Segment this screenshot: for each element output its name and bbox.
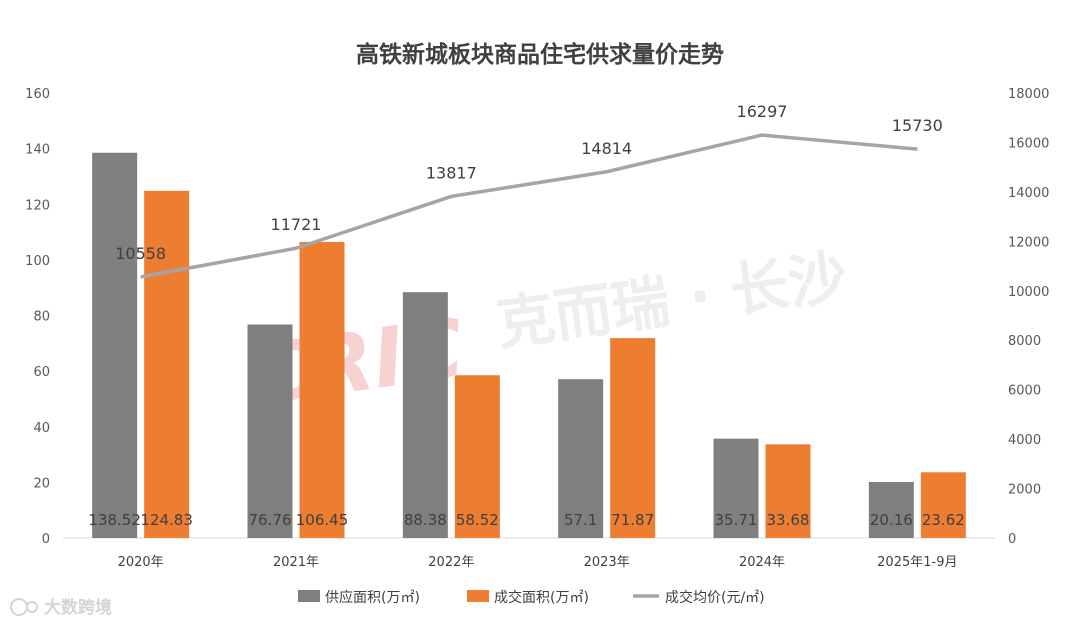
- bar-series: [92, 152, 966, 538]
- chart-title: 高铁新城板块商品住宅供求量价走势: [356, 41, 724, 68]
- legend-label: 成交均价(元/㎡): [665, 589, 765, 606]
- y-axis-left: 0 20 40 60 80 100 120 140 160: [25, 87, 50, 547]
- watermark-text: 克而瑞 · 长沙: [492, 242, 850, 358]
- price-line-label: 16297: [737, 102, 788, 121]
- y-left-tick-label: 120: [25, 198, 50, 213]
- price-line-label: 13817: [426, 163, 477, 182]
- x-tick-label: 2023年: [584, 555, 630, 570]
- y-right-tick-label: 10000: [1008, 285, 1049, 300]
- y-right-tick-label: 8000: [1008, 334, 1041, 349]
- x-tick-label: 2020年: [118, 555, 164, 570]
- supply-bar: [868, 481, 914, 538]
- price-line-label: 15730: [892, 116, 943, 135]
- x-tick-label: 2022年: [428, 555, 474, 570]
- y-left-tick-label: 40: [33, 421, 50, 436]
- y-left-tick-label: 80: [33, 310, 50, 325]
- y-left-tick-label: 140: [25, 143, 50, 158]
- y-left-tick-label: 60: [33, 365, 50, 380]
- price-line-label: 11721: [271, 215, 322, 234]
- bar-data-labels: 138.52 76.76 88.38 57.1 35.71 20.16 124.83 106.…: [88, 511, 964, 529]
- deal-bar: [144, 190, 190, 538]
- deal-bar-label: 124.83: [140, 511, 193, 529]
- supply-bar-label: 76.76: [249, 511, 292, 529]
- deal-bar: [920, 472, 966, 538]
- y-left-tick-label: 160: [25, 87, 50, 102]
- y-right-tick-label: 14000: [1008, 186, 1049, 201]
- x-tick-label: 2024年: [739, 555, 785, 570]
- deal-bar-label: 33.68: [767, 511, 810, 529]
- brand-icon-dot: [26, 601, 38, 613]
- x-tick-label: 2021年: [273, 555, 319, 570]
- supply-bar-label: 57.1: [564, 511, 597, 529]
- price-line-series: 10558 11721 13817 14814 16297 15730: [115, 102, 943, 279]
- deal-bar-label: 106.45: [296, 511, 349, 529]
- supply-bar-label: 138.52: [88, 511, 141, 529]
- supply-bar: [713, 438, 759, 538]
- price-line: [140, 133, 918, 279]
- x-axis-ticks: 2020年 2021年 2022年 2023年 2024年 2025年1-9月: [118, 555, 958, 570]
- y-right-tick-label: 18000: [1008, 87, 1049, 102]
- x-tick-label: 2025年1-9月: [877, 555, 957, 570]
- y-right-tick-label: 0: [1008, 532, 1016, 547]
- deal-bar: [299, 241, 345, 538]
- deal-bar-label: 71.87: [611, 511, 654, 529]
- y-right-tick-label: 2000: [1008, 483, 1041, 498]
- y-right-tick-label: 12000: [1008, 235, 1049, 250]
- price-line-label: 14814: [581, 139, 632, 158]
- supply-bar: [247, 324, 293, 538]
- deal-bar: [454, 375, 500, 538]
- price-line-label: 10558: [115, 244, 166, 263]
- brand-text: 大数跨境: [44, 597, 112, 618]
- supply-bar-label: 35.71: [715, 511, 758, 529]
- y-left-tick-label: 20: [33, 476, 50, 491]
- legend: 供应面积(万㎡) 成交面积(万㎡) 成交均价(元/㎡): [298, 589, 765, 606]
- y-left-tick-label: 0: [42, 532, 50, 547]
- deal-bar-label: 58.52: [456, 511, 499, 529]
- deal-bar: [610, 338, 656, 538]
- legend-label: 供应面积(万㎡): [325, 589, 420, 606]
- supply-bar-label: 88.38: [404, 511, 447, 529]
- y-right-tick-label: 4000: [1008, 433, 1041, 448]
- y-right-tick-label: 16000: [1008, 136, 1049, 151]
- brand-icon: [10, 598, 28, 616]
- supply-bar: [402, 292, 448, 538]
- y-left-tick-label: 100: [25, 254, 50, 269]
- supply-bar: [92, 152, 138, 538]
- y-right-tick-label: 6000: [1008, 384, 1041, 399]
- brand-mark: 大数跨境: [10, 597, 112, 618]
- supply-bar: [558, 379, 604, 538]
- legend-swatch: [467, 590, 489, 602]
- legend-label: 成交面积(万㎡): [494, 589, 589, 606]
- supply-bar-label: 20.16: [870, 511, 913, 529]
- y-axis-right: 0 2000 4000 6000 8000 10000 12000 14000 16000 180…: [1008, 87, 1049, 547]
- deal-bar-label: 23.62: [922, 511, 965, 529]
- deal-bar: [765, 444, 811, 538]
- legend-swatch: [298, 590, 320, 602]
